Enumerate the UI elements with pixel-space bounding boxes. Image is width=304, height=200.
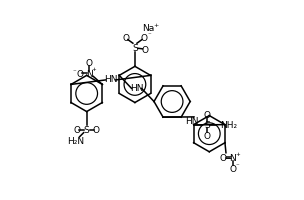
Text: O: O (93, 126, 100, 134)
Text: O: O (204, 131, 211, 140)
Text: O: O (123, 34, 130, 43)
Text: ⁻: ⁻ (236, 163, 240, 169)
Text: HN: HN (185, 117, 199, 126)
Text: N: N (230, 154, 237, 162)
Text: HN: HN (130, 84, 143, 92)
Text: +: + (91, 67, 96, 72)
Text: O: O (219, 154, 226, 162)
Text: O: O (76, 70, 83, 78)
Text: =: = (224, 153, 232, 161)
Text: HN: HN (104, 75, 118, 84)
Text: +: + (153, 23, 158, 27)
Text: S: S (84, 126, 90, 134)
Text: O: O (86, 59, 93, 68)
Text: N: N (86, 70, 93, 78)
Text: O: O (141, 46, 148, 54)
Text: ⁻: ⁻ (73, 69, 77, 75)
Text: O: O (230, 164, 237, 173)
Text: ⁻: ⁻ (147, 32, 151, 38)
Text: S: S (132, 44, 138, 52)
Text: S: S (204, 121, 210, 129)
Text: O: O (204, 110, 211, 119)
Text: NH₂: NH₂ (220, 121, 237, 129)
Text: Na: Na (142, 24, 154, 32)
Text: +: + (235, 152, 240, 156)
Text: O: O (74, 126, 81, 134)
Text: O: O (140, 34, 147, 43)
Text: H₂N: H₂N (67, 137, 84, 145)
